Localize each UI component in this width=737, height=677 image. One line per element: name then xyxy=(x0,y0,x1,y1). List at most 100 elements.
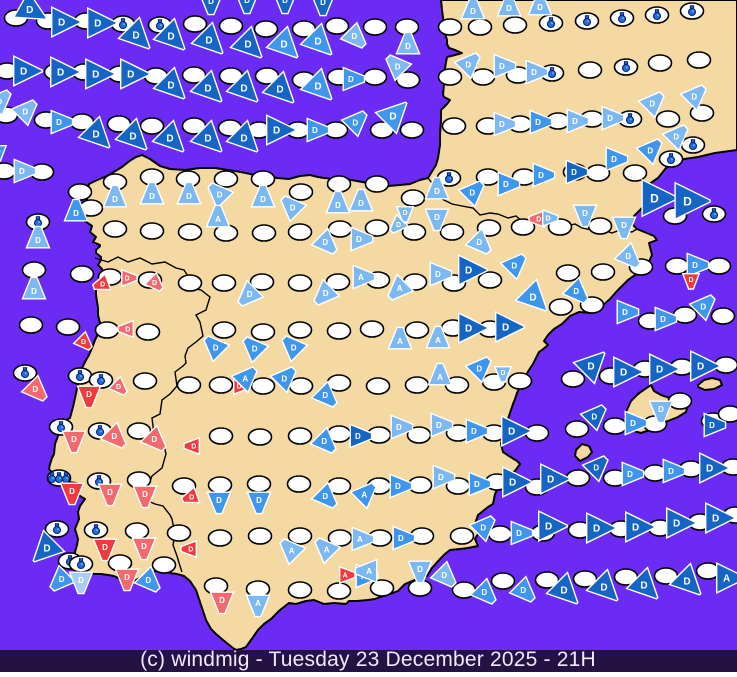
svg-text:D: D xyxy=(396,222,401,229)
svg-text:D: D xyxy=(688,277,693,284)
svg-text:D: D xyxy=(593,464,599,473)
svg-text:A: A xyxy=(358,273,364,282)
svg-text:D: D xyxy=(204,84,211,95)
svg-text:D: D xyxy=(290,204,296,213)
svg-text:D: D xyxy=(587,362,594,373)
svg-text:D: D xyxy=(107,488,113,497)
svg-text:D: D xyxy=(499,120,505,129)
svg-text:D: D xyxy=(691,93,697,102)
svg-text:D: D xyxy=(186,192,192,201)
svg-text:D: D xyxy=(252,345,258,354)
svg-text:D: D xyxy=(351,32,357,41)
svg-text:D: D xyxy=(683,577,690,588)
svg-text:D: D xyxy=(435,270,441,279)
svg-text:D: D xyxy=(572,117,578,126)
svg-text:D: D xyxy=(189,494,194,501)
svg-text:D: D xyxy=(335,201,341,210)
svg-text:D: D xyxy=(545,522,552,533)
svg-text:A: A xyxy=(357,535,363,544)
svg-text:D: D xyxy=(600,583,607,594)
svg-text:D: D xyxy=(57,68,64,79)
svg-text:A: A xyxy=(255,599,261,608)
svg-text:D: D xyxy=(125,327,130,334)
svg-text:A: A xyxy=(397,284,403,293)
svg-text:D: D xyxy=(273,126,280,137)
svg-text:A: A xyxy=(361,491,367,500)
svg-text:D: D xyxy=(208,0,214,6)
svg-text:D: D xyxy=(441,571,447,580)
svg-text:D: D xyxy=(281,375,287,384)
svg-text:D: D xyxy=(167,32,174,43)
svg-text:D: D xyxy=(22,108,28,117)
svg-text:D: D xyxy=(658,405,664,414)
svg-text:D: D xyxy=(291,344,297,353)
svg-text:D: D xyxy=(607,114,613,123)
svg-text:A: A xyxy=(397,337,403,346)
svg-text:D: D xyxy=(240,134,247,145)
svg-text:A: A xyxy=(435,336,441,345)
svg-text:A: A xyxy=(723,574,730,585)
svg-text:D: D xyxy=(112,195,118,204)
svg-text:D: D xyxy=(434,187,440,196)
svg-text:D: D xyxy=(31,287,37,296)
svg-text:A: A xyxy=(343,573,348,580)
svg-text:D: D xyxy=(697,362,704,373)
svg-text:D: D xyxy=(668,467,674,476)
svg-text:D: D xyxy=(560,586,567,597)
svg-text:D: D xyxy=(92,130,99,141)
svg-text:D: D xyxy=(582,209,588,218)
svg-text:D: D xyxy=(516,529,522,538)
svg-text:D: D xyxy=(141,542,147,551)
svg-text:D: D xyxy=(417,565,423,574)
svg-text:D: D xyxy=(78,576,84,585)
svg-text:D: D xyxy=(322,238,328,247)
svg-text:D: D xyxy=(20,67,27,78)
svg-text:D: D xyxy=(282,0,288,5)
svg-text:D: D xyxy=(244,0,250,5)
svg-text:D: D xyxy=(314,82,321,93)
svg-text:D: D xyxy=(537,3,543,12)
svg-text:D: D xyxy=(35,236,41,245)
svg-text:D: D xyxy=(571,168,577,177)
svg-text:A: A xyxy=(324,546,330,555)
svg-text:D: D xyxy=(474,480,480,489)
svg-text:D: D xyxy=(660,315,666,324)
svg-text:D: D xyxy=(480,524,486,533)
svg-text:D: D xyxy=(71,435,77,444)
svg-text:D: D xyxy=(355,432,361,441)
svg-text:D: D xyxy=(92,70,99,81)
svg-text:D: D xyxy=(709,421,715,430)
svg-text:D: D xyxy=(149,192,155,201)
svg-text:D: D xyxy=(276,85,283,96)
svg-text:D: D xyxy=(536,217,541,224)
svg-text:D: D xyxy=(142,490,148,499)
svg-text:D: D xyxy=(649,100,655,109)
svg-text:D: D xyxy=(625,252,631,261)
svg-text:D: D xyxy=(81,339,86,346)
svg-text:D: D xyxy=(129,132,136,143)
svg-text:D: D xyxy=(471,427,477,436)
svg-text:D: D xyxy=(395,63,401,72)
svg-text:D: D xyxy=(280,40,287,51)
svg-text:D: D xyxy=(111,432,117,441)
svg-text:D: D xyxy=(352,119,358,128)
svg-text:D: D xyxy=(465,324,472,335)
svg-text:D: D xyxy=(656,365,663,376)
svg-text:D: D xyxy=(465,266,472,277)
svg-text:D: D xyxy=(323,289,329,298)
svg-text:D: D xyxy=(436,421,442,430)
svg-text:D: D xyxy=(465,61,471,70)
svg-text:D: D xyxy=(402,210,407,217)
svg-text:D: D xyxy=(0,98,2,107)
svg-text:D: D xyxy=(712,514,719,525)
svg-text:D: D xyxy=(621,221,627,230)
svg-text:D: D xyxy=(476,238,482,247)
svg-text:D: D xyxy=(573,287,579,296)
svg-text:D: D xyxy=(692,261,698,270)
svg-text:D: D xyxy=(26,5,33,16)
svg-text:D: D xyxy=(116,384,121,391)
svg-text:D: D xyxy=(348,75,354,84)
svg-text:D: D xyxy=(470,7,476,16)
svg-text:D: D xyxy=(58,18,65,29)
svg-text:D: D xyxy=(683,194,692,208)
